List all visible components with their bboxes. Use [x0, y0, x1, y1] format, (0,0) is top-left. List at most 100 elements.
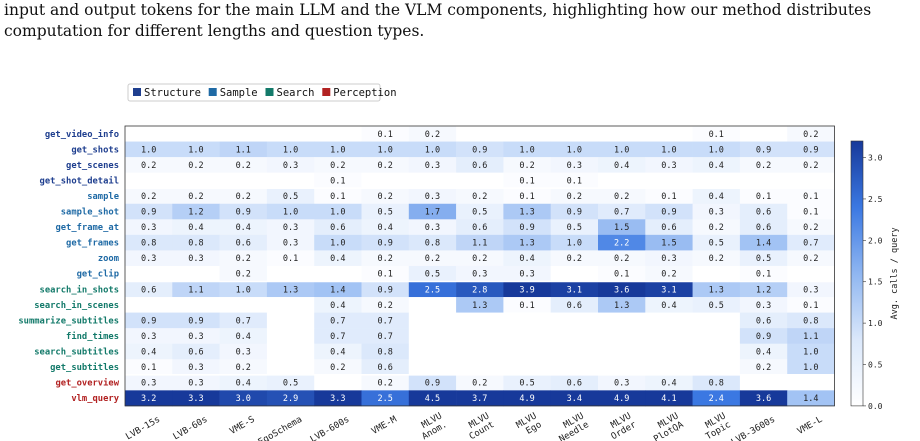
cell-value-label: 3.3	[188, 394, 203, 404]
heatmap-cell	[739, 203, 788, 220]
cell-value-label: 0.3	[141, 332, 156, 342]
heatmap-cell	[219, 265, 268, 282]
cell-value-label: 0.5	[425, 270, 440, 280]
heatmap-cell	[361, 172, 410, 189]
heatmap-cell	[503, 157, 551, 173]
cell-value-label: 0.2	[236, 270, 251, 280]
cell-value-label: 0.2	[425, 254, 440, 264]
heatmap-cell	[361, 188, 410, 205]
heatmap-cell	[314, 390, 362, 407]
heatmap-cell	[266, 250, 315, 267]
figure-caption: input and output tokens for the main LLM…	[4, 0, 916, 42]
cell-value-label: 1.5	[661, 239, 676, 249]
row-label: vlm_query	[71, 394, 119, 404]
heatmap-cell	[314, 172, 362, 189]
cell-value-label: 0.2	[377, 254, 392, 264]
heatmap-cell	[172, 141, 220, 158]
cell-value-label: 0.4	[661, 301, 676, 311]
cell-value-label: 3.2	[141, 394, 156, 404]
heatmap-cell	[787, 157, 835, 173]
column-label: VME-S	[228, 415, 256, 437]
column-label: MLVUAnom.	[415, 411, 448, 441]
cell-value-label: 1.4	[756, 239, 771, 249]
cell-value-label: 0.1	[330, 176, 345, 186]
row-label: sample	[87, 192, 119, 202]
cell-value-label: 3.7	[472, 394, 487, 404]
heatmap-cell	[172, 297, 220, 313]
cell-value-label: 2.4	[709, 394, 724, 404]
heatmap-cell	[219, 343, 268, 360]
cell-value-label: 1.0	[188, 145, 203, 155]
colorbar	[850, 140, 864, 407]
heatmap-cell	[787, 312, 835, 329]
heatmap-cell	[692, 250, 741, 267]
cell-value-label: 0.2	[188, 161, 203, 171]
heatmap-cell	[361, 297, 410, 313]
heatmap-cell	[503, 297, 551, 313]
cell-value-label: 0.3	[519, 270, 534, 280]
column-label: LVB-15s	[124, 415, 162, 441]
heatmap-cell	[503, 219, 551, 236]
cell-value-label: 0.9	[188, 316, 203, 326]
cell-value-label: 0.2	[472, 254, 487, 264]
heatmap-cell	[314, 343, 362, 360]
cell-value-label: 0.6	[472, 223, 487, 233]
heatmap-cell	[692, 359, 741, 376]
heatmap-cell	[598, 343, 646, 360]
heatmap-cell	[739, 343, 788, 360]
heatmap-cell	[550, 250, 599, 267]
heatmap-cell	[550, 219, 599, 236]
cell-value-label: 0.2	[567, 192, 582, 202]
heatmap-cell	[645, 359, 693, 376]
row-label: get_shot_detail	[40, 175, 119, 186]
cell-value-label: 1.3	[519, 239, 534, 249]
cell-value-label: 0.2	[236, 254, 251, 264]
cell-value-label: 0.2	[756, 161, 771, 171]
cell-value-label: 0.7	[377, 332, 392, 342]
row-label: get_clip	[77, 269, 119, 280]
heatmap-cell	[266, 328, 315, 344]
cell-value-label: 1.0	[330, 208, 345, 218]
cell-value-label: 0.1	[377, 270, 392, 280]
cell-value-label: 0.3	[188, 332, 203, 342]
heatmap-cell	[456, 250, 504, 267]
heatmap-cell	[456, 265, 504, 282]
heatmap-cell	[408, 250, 457, 267]
cell-value-label: 0.2	[661, 270, 676, 280]
cell-value-label: 0.2	[519, 161, 534, 171]
column-label: MLVUPlotQA	[647, 411, 686, 441]
heatmap-cell	[172, 188, 220, 205]
heatmap-cell	[692, 281, 741, 298]
heatmap-cell	[219, 234, 268, 251]
cell-value-label: 0.5	[756, 254, 771, 264]
column-label: MLVUOrder	[605, 411, 639, 441]
cell-value-label: 0.2	[188, 192, 203, 202]
cell-value-label: 0.2	[614, 254, 629, 264]
row-label: zoom	[98, 254, 119, 264]
cell-value-label: 0.3	[472, 270, 487, 280]
heatmap-cell	[692, 203, 741, 220]
cell-value-label: 0.2	[141, 161, 156, 171]
heatmap-cell	[125, 188, 173, 205]
cell-value-label: 0.9	[756, 145, 771, 155]
caption-line-1: input and output tokens for the main LLM…	[4, 1, 872, 19]
cell-value-label: 0.2	[377, 161, 392, 171]
cell-value-label: 0.3	[425, 161, 440, 171]
heatmap-cell	[408, 390, 457, 407]
heatmap-cell	[314, 281, 362, 298]
heatmap-cell	[408, 188, 457, 205]
heatmap-cell	[645, 297, 693, 313]
column-label: MLVUTopic	[699, 411, 732, 441]
colorbar-tick-label: 3.0	[868, 154, 883, 163]
heatmap-cell	[314, 141, 362, 158]
heatmap-cell	[692, 328, 741, 344]
heatmap-cell	[361, 281, 410, 298]
heatmap-cell	[598, 172, 646, 189]
cell-value-label: 0.3	[425, 223, 440, 233]
heatmap-cell	[125, 390, 173, 407]
heatmap-cell	[692, 219, 741, 236]
heatmap-cell	[314, 126, 362, 142]
heatmap-cell	[598, 188, 646, 205]
legend-box	[127, 83, 381, 102]
colorbar-tick-label: 1.0	[868, 319, 883, 328]
